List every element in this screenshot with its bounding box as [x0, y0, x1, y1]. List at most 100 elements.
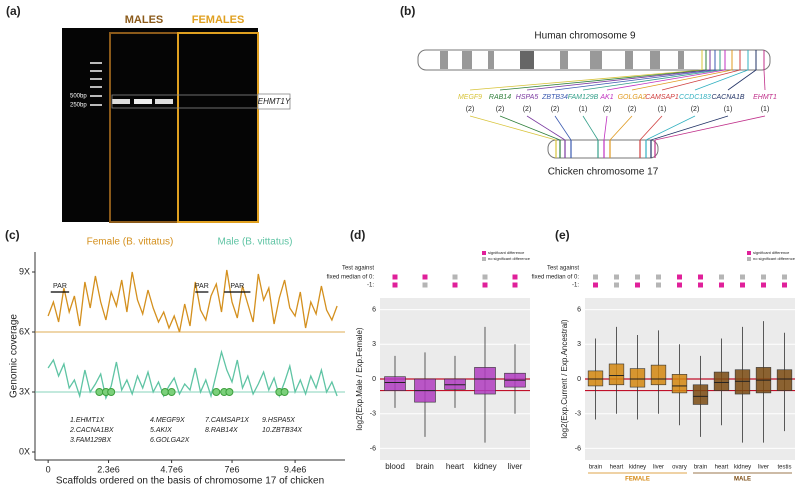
marker: [167, 388, 176, 396]
band-label-box: [257, 93, 291, 110]
test-result: [782, 282, 787, 288]
panel-label: (b): [400, 4, 415, 18]
gene-list-item: 6.GOLGA2X: [150, 437, 190, 444]
marker: [107, 388, 116, 396]
chromosome-band: [650, 51, 660, 69]
link-line: [727, 69, 757, 91]
chromosome-band: [440, 51, 448, 69]
test-result: [614, 282, 619, 288]
y-tick-label: -3: [370, 411, 376, 418]
box: [608, 363, 625, 386]
test-row-label: fixed median of 0:: [532, 275, 580, 281]
link-line: [694, 69, 749, 91]
x-tick-label: kidney: [734, 465, 751, 471]
ladder-band: [90, 78, 102, 80]
box: [587, 370, 604, 387]
chromosome-band: [520, 51, 534, 69]
legend-entry: Female (B. vittatus): [87, 237, 174, 248]
y-tick-label: 3X: [19, 386, 30, 396]
gene-list-item: 2.CACNA1BX: [69, 427, 114, 434]
test-result: [593, 274, 598, 280]
females-box: [177, 32, 259, 223]
link-line: [469, 69, 703, 91]
y-tick-label: 3: [577, 341, 581, 348]
gene-list-item: 5.AKIX: [150, 427, 172, 434]
chromosome-bands: [440, 51, 684, 69]
y-tick-label: -3: [575, 411, 581, 418]
test-result: [761, 282, 766, 288]
gel-band: [134, 99, 152, 104]
x-tick-label: heart: [715, 465, 729, 471]
test-result: [740, 282, 745, 288]
chromosome-band: [488, 51, 494, 69]
gene-count: (1): [658, 106, 667, 113]
test-result: [677, 282, 682, 288]
gene-name: CAMSAP1: [645, 94, 679, 101]
chromosome-band: [590, 51, 602, 69]
test-row-label: fixed median of 0:: [327, 275, 375, 281]
link-line: [603, 115, 608, 141]
gene-list-item: 3.FAM129BX: [70, 437, 111, 444]
ladder-band: [90, 95, 102, 97]
gene-name: HSPA5: [516, 94, 539, 101]
test-result: [656, 282, 661, 288]
x-tick-label: liver: [653, 465, 664, 471]
chromosome-label: Human chromosome 9: [534, 31, 636, 42]
x-tick-label: liver: [758, 465, 769, 471]
chromosome-band: [678, 51, 684, 69]
test-result: [719, 282, 724, 288]
x-tick-label: 2.3e6: [97, 464, 120, 474]
x-tick-label: brain: [416, 462, 434, 471]
band-label: EHMT1Y: [258, 97, 291, 106]
gene-list-item: 7.CAMSAP1X: [205, 417, 249, 424]
box: [713, 371, 730, 391]
gene-count: (1): [579, 106, 588, 113]
test-result: [512, 274, 518, 280]
y-tick-label: 3: [372, 341, 376, 348]
y-axis-label: log2(Exp.Male / Exp.Female): [355, 327, 364, 430]
ladder-band: [90, 62, 102, 64]
gene-count: (2): [496, 106, 505, 113]
marker: [95, 388, 104, 396]
marker: [225, 388, 234, 396]
box: [474, 367, 496, 395]
test-result: [635, 282, 640, 288]
marker: [161, 388, 170, 396]
x-tick-label: ovary: [672, 465, 687, 471]
gene-name: CCDC183: [679, 94, 711, 101]
y-tick-label: 0: [372, 376, 376, 383]
test-row-label: -1:: [367, 283, 374, 289]
link-line: [631, 69, 733, 91]
test-result: [698, 282, 703, 288]
box: [444, 378, 466, 390]
test-title: Test against: [547, 266, 579, 272]
marker: [280, 388, 289, 396]
chromosome-band: [625, 51, 633, 69]
link-line: [606, 69, 726, 91]
gene-name: EHMT1: [753, 94, 777, 101]
test-row-label: -1:: [572, 283, 579, 289]
test-result: [635, 274, 640, 280]
gene-list-item: 9.HSPA5X: [262, 417, 295, 424]
test-result: [392, 274, 398, 280]
link-line: [526, 69, 711, 91]
annotation: PAR: [53, 283, 67, 290]
panel-label: (e): [555, 228, 570, 242]
test-result: [422, 274, 428, 280]
marker: [212, 388, 221, 396]
y-tick-label: 6: [372, 306, 376, 313]
test-result: [614, 274, 619, 280]
test-result: [422, 282, 428, 288]
test-result: [740, 274, 745, 280]
box: [776, 369, 793, 391]
test-result: [392, 282, 398, 288]
link-line: [582, 115, 599, 141]
x-tick-label: kidney: [629, 465, 646, 471]
link-line: [582, 69, 721, 91]
legend-swatch: [747, 257, 751, 261]
y-tick-label: 6X: [19, 326, 30, 336]
link-line: [661, 69, 741, 91]
test-result: [719, 274, 724, 280]
link-line: [499, 69, 707, 91]
link-line: [609, 115, 633, 141]
